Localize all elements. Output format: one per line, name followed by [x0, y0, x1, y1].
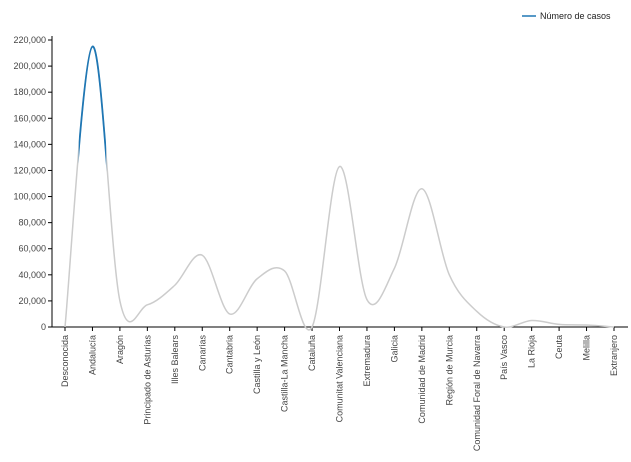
x-tick-label: Región de Murcia [444, 335, 454, 406]
y-tick-label: 140,000 [13, 139, 46, 149]
data-point-12[interactable] [391, 265, 397, 271]
data-point-13[interactable] [419, 186, 425, 192]
data-point-17[interactable] [529, 317, 535, 323]
x-tick-label: País Vasco [499, 335, 509, 380]
y-tick-label: 80,000 [18, 218, 46, 228]
data-point-20[interactable] [611, 324, 617, 330]
y-tick-label: 40,000 [18, 270, 46, 280]
x-tick-label: Desconocida [60, 335, 70, 387]
legend[interactable]: Número de casos [522, 11, 611, 21]
data-point-14[interactable] [446, 272, 452, 278]
x-tick-label: Comunitat Valenciana [335, 335, 345, 422]
x-tick-label: Principado de Asturias [142, 335, 152, 425]
data-point-9[interactable] [309, 324, 315, 330]
data-point-5[interactable] [199, 252, 205, 258]
x-tick-label: Castilla-La Mancha [280, 335, 290, 412]
x-tick-label: Cantabria [225, 335, 235, 374]
data-point-4[interactable] [172, 282, 178, 288]
x-tick-label: Melilla [582, 335, 592, 361]
x-tick-label: Castilla y León [252, 335, 262, 394]
x-tick-label: Galicia [389, 335, 399, 363]
x-tick-label: Aragón [115, 335, 125, 364]
series-lines [62, 44, 617, 331]
legend-label-numero-de-casos: Número de casos [540, 11, 611, 21]
y-tick-label: 180,000 [13, 87, 46, 97]
series-line [64, 45, 615, 331]
x-tick-label: Extremadura [362, 335, 372, 387]
data-point-15[interactable] [474, 308, 480, 314]
data-point-0[interactable] [62, 324, 68, 330]
x-tick-label: Ceuta [554, 335, 564, 359]
data-point-16[interactable] [501, 324, 507, 330]
data-point-19[interactable] [584, 322, 590, 328]
x-tick-label: Extranjero [609, 335, 619, 376]
data-point-7[interactable] [254, 276, 260, 282]
x-tick-label: La Rioja [527, 335, 537, 368]
x-tick-label: Illes Balears [170, 335, 180, 385]
x-tick-label: Comunidad Foral de Navarra [472, 335, 482, 451]
data-point-6[interactable] [227, 311, 233, 317]
y-tick-label: 220,000 [13, 35, 46, 45]
y-tick-label: 100,000 [13, 192, 46, 202]
y-tick-label: 160,000 [13, 113, 46, 123]
y-tick-label: 120,000 [13, 165, 46, 175]
data-point-1[interactable] [89, 44, 95, 50]
highlighted-series-segment[interactable] [65, 45, 614, 329]
y-tick-label: 20,000 [18, 296, 46, 306]
data-point-2[interactable] [117, 298, 123, 304]
x-tick-label: Cataluña [307, 335, 317, 371]
y-axis: 0 20,000 40,000 60,000 80,000 100,000 120,000 1… [13, 35, 53, 332]
data-point-8[interactable] [282, 268, 288, 274]
x-tick-label: Andalucía [87, 335, 97, 375]
data-point-18[interactable] [556, 321, 562, 327]
x-tick-label: Comunidad de Madrid [417, 335, 427, 424]
y-tick-label: 200,000 [13, 61, 46, 71]
data-point-10[interactable] [337, 164, 343, 170]
x-tick-label: Canarias [197, 335, 207, 372]
y-tick-label: 0 [41, 322, 46, 332]
y-tick-label: 60,000 [18, 244, 46, 254]
x-axis: Desconocida Andalucía Aragón Principado de … [52, 326, 628, 451]
data-point-11[interactable] [364, 297, 370, 303]
data-point-3[interactable] [144, 302, 150, 308]
